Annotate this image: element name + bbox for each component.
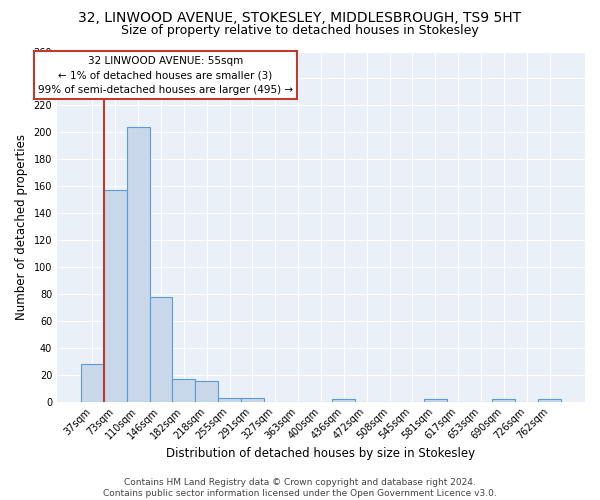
Bar xyxy=(81,364,104,402)
Bar xyxy=(493,399,515,402)
Bar xyxy=(332,399,355,402)
Text: Contains HM Land Registry data © Crown copyright and database right 2024.
Contai: Contains HM Land Registry data © Crown c… xyxy=(103,478,497,498)
Bar xyxy=(172,378,196,402)
Bar xyxy=(218,398,241,402)
Bar xyxy=(149,296,172,402)
Bar xyxy=(196,382,218,402)
Bar xyxy=(241,398,264,402)
Text: 32, LINWOOD AVENUE, STOKESLEY, MIDDLESBROUGH, TS9 5HT: 32, LINWOOD AVENUE, STOKESLEY, MIDDLESBR… xyxy=(79,11,521,25)
Y-axis label: Number of detached properties: Number of detached properties xyxy=(15,134,28,320)
Bar xyxy=(424,399,447,402)
Text: Size of property relative to detached houses in Stokesley: Size of property relative to detached ho… xyxy=(121,24,479,37)
X-axis label: Distribution of detached houses by size in Stokesley: Distribution of detached houses by size … xyxy=(166,447,476,460)
Bar xyxy=(127,127,149,402)
Text: 32 LINWOOD AVENUE: 55sqm
← 1% of detached houses are smaller (3)
99% of semi-det: 32 LINWOOD AVENUE: 55sqm ← 1% of detache… xyxy=(38,56,293,95)
Bar xyxy=(104,190,127,402)
Bar xyxy=(538,399,561,402)
